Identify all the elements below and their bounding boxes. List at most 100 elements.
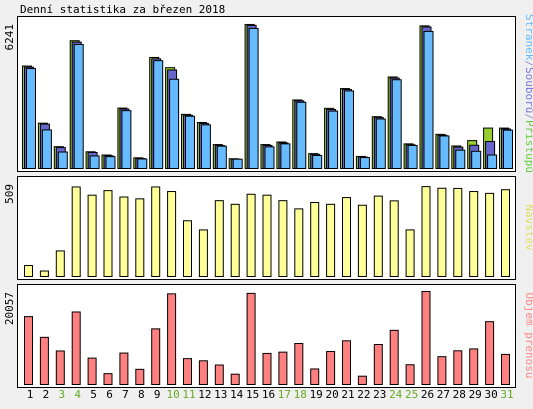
chart-title: Denní statistika za březen 2018 (20, 3, 225, 16)
bar-bottom-Objem přenosu-5 (87, 357, 97, 386)
legend-entry-top-4: Přístupů (523, 120, 533, 173)
bar-middle-Návštěv-6 (103, 190, 113, 277)
x-tick-label-30: 30 (484, 388, 497, 401)
bar-middle-Návštěv-24 (389, 200, 399, 277)
y-max-label-bottom: 20057 (3, 292, 16, 325)
bar-top-Stránek-30 (487, 154, 498, 170)
bar-top-Stránek-10 (169, 78, 180, 169)
y-max-label-top: 6241 (3, 24, 16, 51)
bar-bottom-Objem přenosu-24 (389, 329, 399, 385)
bar-middle-Návštěv-19 (310, 202, 320, 277)
bar-middle-Návštěv-15 (246, 193, 256, 278)
bar-middle-Návštěv-26 (421, 186, 431, 278)
x-tick-label-1: 1 (27, 388, 34, 401)
x-tick-label-4: 4 (74, 388, 81, 401)
bar-top-Stránek-2 (41, 129, 52, 169)
bar-top-Stránek-16 (264, 146, 275, 169)
bar-top-Stránek-29 (471, 150, 482, 169)
bar-top-Stránek-1 (26, 68, 36, 169)
chart-panels: 6241Stránek/Souborů/Přístupů509Návštěv20… (3, 14, 533, 388)
bar-middle-Návštěv-29 (469, 191, 479, 277)
x-tick-label-11: 11 (182, 388, 195, 401)
bar-top-Stránek-31 (503, 129, 513, 169)
x-tick-label-17: 17 (278, 388, 291, 401)
bar-middle-Návštěv-20 (326, 203, 336, 277)
x-axis-labels: 1 2 3 4 5 6 7 8 9 10 11 12 13 14 15 16 17 18 19 20 21 22 23 24 2… (27, 388, 514, 401)
bar-bottom-Objem přenosu-19 (310, 368, 320, 385)
legend-entry-top-0: Stránek (523, 14, 533, 61)
bar-top-Stránek-21 (344, 90, 354, 169)
bar-middle-Návštěv-10 (167, 191, 177, 277)
x-tick-label-8: 8 (138, 388, 145, 401)
y-max-label-middle: 509 (3, 184, 16, 204)
x-tick-label-28: 28 (453, 388, 466, 401)
legend-entry-top-1: / (523, 60, 533, 67)
bar-middle-Návštěv-25 (405, 229, 415, 277)
bar-top-Stránek-8 (137, 158, 148, 170)
series-middle-0 (24, 186, 510, 278)
bar-middle-Návštěv-13 (214, 200, 224, 277)
bar-top-Stránek-12 (200, 124, 211, 170)
bar-bottom-Objem přenosu-20 (326, 351, 336, 386)
bar-bottom-Objem přenosu-4 (71, 311, 81, 385)
bar-top-Stránek-24 (391, 79, 402, 169)
bar-middle-Návštěv-22 (357, 204, 367, 277)
x-tick-label-3: 3 (58, 388, 65, 401)
bar-middle-Návštěv-17 (278, 200, 288, 277)
panel-bottom: 20057 Objem přenosu (3, 284, 533, 388)
bar-middle-Návštěv-14 (230, 203, 240, 277)
bar-bottom-Objem přenosu-22 (357, 375, 367, 386)
bar-bottom-Objem přenosu-9 (151, 328, 161, 386)
bar-middle-Návštěv-28 (453, 187, 463, 277)
bar-middle-Návštěv-30 (485, 192, 495, 278)
legend-entry-bottom-0: Objem přenosu (523, 292, 533, 378)
bar-middle-Návštěv-3 (55, 250, 65, 277)
bar-top-Stránek-15 (248, 27, 259, 170)
bar-top-Stránek-7 (121, 110, 132, 170)
bar-bottom-Objem přenosu-10 (167, 293, 177, 386)
x-tick-label-12: 12 (198, 388, 211, 401)
bar-bottom-Objem přenosu-30 (485, 321, 495, 386)
bar-top-Stránek-20 (328, 110, 339, 169)
bar-middle-Návštěv-18 (294, 208, 304, 277)
legend-entry-top-3: / (523, 113, 533, 120)
bar-bottom-Objem přenosu-17 (278, 351, 288, 386)
bar-bottom-Objem přenosu-27 (437, 356, 447, 386)
bar-top-Stránek-22 (359, 157, 370, 170)
bar-middle-Návštěv-5 (87, 194, 97, 277)
x-tick-label-27: 27 (437, 388, 450, 401)
bar-middle-Návštěv-21 (342, 197, 351, 277)
bar-top-Stránek-23 (375, 118, 386, 170)
bar-top-Stránek-19 (312, 154, 323, 169)
bar-top-Stránek-5 (89, 155, 100, 169)
x-tick-label-29: 29 (469, 388, 482, 401)
x-tick-label-20: 20 (325, 388, 338, 401)
bar-bottom-Objem přenosu-28 (453, 350, 463, 385)
bar-middle-Návštěv-27 (437, 187, 447, 277)
bar-bottom-Objem přenosu-6 (103, 373, 113, 386)
x-tick-label-21: 21 (341, 388, 354, 401)
bar-bottom-Objem přenosu-23 (373, 343, 383, 386)
legend-bottom: Objem přenosu (523, 292, 533, 378)
x-tick-label-10: 10 (166, 388, 179, 401)
bar-top-Stránek-27 (439, 135, 450, 169)
bar-middle-Návštěv-12 (198, 229, 208, 277)
bar-middle-Návštěv-2 (39, 270, 49, 278)
bar-middle-Návštěv-23 (373, 195, 383, 277)
bar-bottom-Objem přenosu-14 (230, 373, 240, 385)
bar-bottom-Objem přenosu-25 (405, 364, 415, 385)
bar-bottom-Objem přenosu-16 (262, 352, 272, 385)
x-tick-label-31: 31 (500, 388, 513, 401)
x-tick-label-6: 6 (106, 388, 113, 401)
series-top-2 (26, 27, 513, 170)
bar-bottom-Objem přenosu-21 (342, 340, 351, 385)
x-tick-label-26: 26 (421, 388, 434, 401)
bar-top-Stránek-25 (407, 144, 418, 169)
bar-middle-Návštěv-31 (501, 189, 510, 277)
bar-bottom-Objem přenosu-12 (198, 360, 208, 386)
bar-middle-Návštěv-9 (151, 186, 161, 277)
bar-bottom-Objem přenosu-18 (294, 343, 304, 386)
